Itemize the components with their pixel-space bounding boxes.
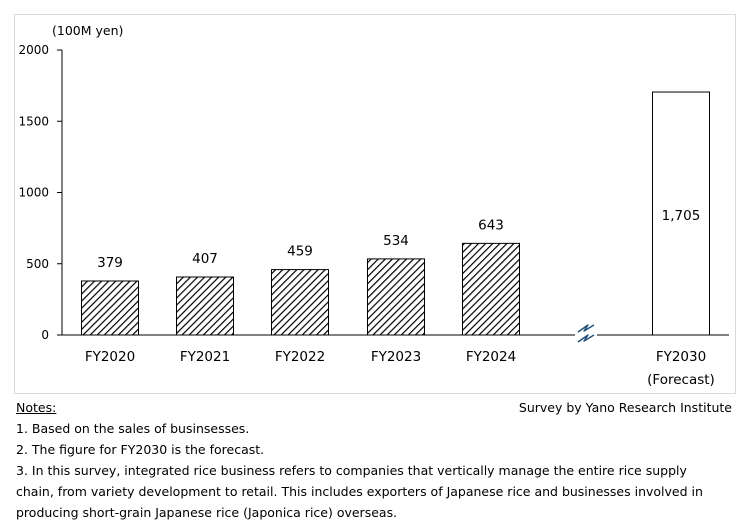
x-tick-label: FY2023 xyxy=(371,349,421,365)
bar xyxy=(176,276,234,336)
data-label: 534 xyxy=(383,233,409,249)
x-tick-label: FY2020 xyxy=(85,349,135,365)
note-line: chain, from variety development to retai… xyxy=(16,484,703,499)
bar-forecast xyxy=(652,91,710,336)
y-tick-label: 1000 xyxy=(18,186,49,200)
x-tick-sublabel: (Forecast) xyxy=(647,372,715,388)
chart-frame xyxy=(14,14,736,394)
note-line: producing short-grain Japanese rice (Jap… xyxy=(16,505,398,520)
notes-title: Notes: xyxy=(16,400,57,415)
x-tick-label: FY2024 xyxy=(466,349,516,365)
y-unit-label: (100M yen) xyxy=(52,23,123,38)
y-tick-label: 2000 xyxy=(18,43,49,57)
note-line: 3. In this survey, integrated rice busin… xyxy=(16,463,687,478)
x-tick-label: FY2030 xyxy=(656,349,706,365)
axis-break-icon xyxy=(575,324,597,345)
y-tick-label: 1500 xyxy=(18,114,49,128)
note-line: 1. Based on the sales of businsesses. xyxy=(16,421,250,436)
y-tick-label: 0 xyxy=(41,328,49,342)
bar xyxy=(462,242,520,336)
data-label: 379 xyxy=(97,255,123,271)
data-label: 459 xyxy=(287,244,313,260)
x-tick-label: FY2021 xyxy=(180,349,230,365)
source-credit: Survey by Yano Research Institute xyxy=(518,400,732,415)
bar xyxy=(271,269,329,336)
bar-chart: (100M yen) 0 500 1000 1500 2000 379 FY2020 407 FY… xyxy=(18,23,729,388)
data-label: 1,705 xyxy=(662,208,701,224)
bar xyxy=(81,280,139,336)
note-line: 2. The figure for FY2030 is the forecast… xyxy=(16,442,265,457)
y-tick-label: 500 xyxy=(26,257,49,271)
data-label: 643 xyxy=(478,217,504,233)
notes: Notes: 1. Based on the sales of businses… xyxy=(16,397,738,523)
x-tick-label: FY2022 xyxy=(275,349,325,365)
bar xyxy=(367,258,425,336)
data-label: 407 xyxy=(192,251,218,267)
